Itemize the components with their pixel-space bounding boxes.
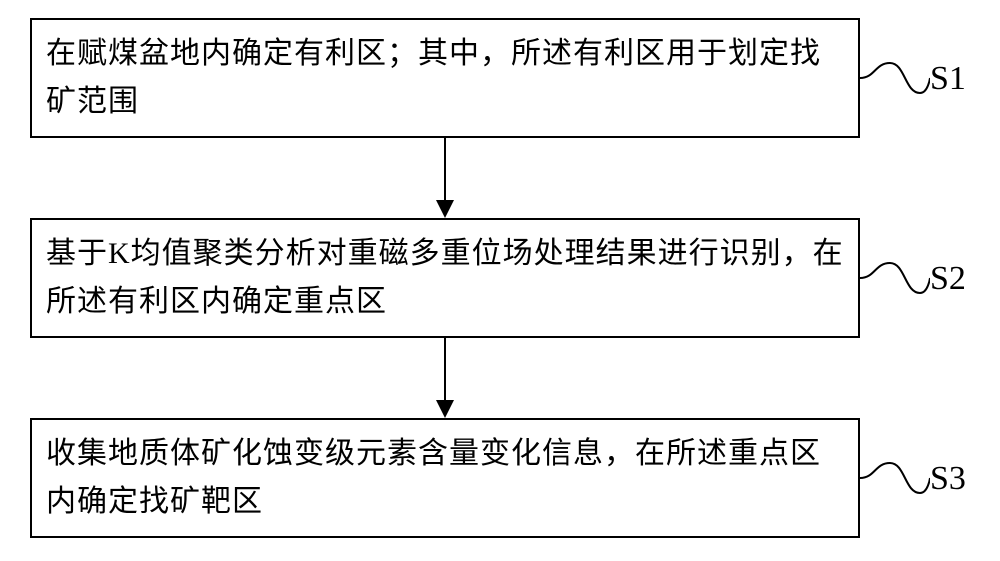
step-box-s1: 在赋煤盆地内确定有利区；其中，所述有利区用于划定找矿范围: [30, 18, 860, 138]
step-label-s3: S3: [930, 460, 966, 498]
step-box-s2: 基于K均值聚类分析对重磁多重位场处理结果进行识别，在所述有利区内确定重点区: [30, 218, 860, 338]
flowchart-canvas: 在赋煤盆地内确定有利区；其中，所述有利区用于划定找矿范围 基于K均值聚类分析对重…: [0, 0, 1000, 561]
connector-s2: [860, 258, 930, 298]
connector-s3: [860, 458, 930, 498]
step-box-s3: 收集地质体矿化蚀变级元素含量变化信息，在所述重点区内确定找矿靶区: [30, 418, 860, 538]
arrow-s1-s2-head: [436, 200, 454, 218]
arrow-s2-s3-line: [444, 338, 446, 400]
arrow-s1-s2-line: [444, 138, 446, 200]
arrow-s2-s3-head: [436, 400, 454, 418]
connector-s1: [860, 58, 930, 98]
step-text-s1: 在赋煤盆地内确定有利区；其中，所述有利区用于划定找矿范围: [46, 30, 844, 126]
step-label-s1: S1: [930, 60, 966, 98]
step-label-s2: S2: [930, 260, 966, 298]
step-text-s3: 收集地质体矿化蚀变级元素含量变化信息，在所述重点区内确定找矿靶区: [46, 430, 844, 526]
step-text-s2: 基于K均值聚类分析对重磁多重位场处理结果进行识别，在所述有利区内确定重点区: [46, 230, 844, 326]
